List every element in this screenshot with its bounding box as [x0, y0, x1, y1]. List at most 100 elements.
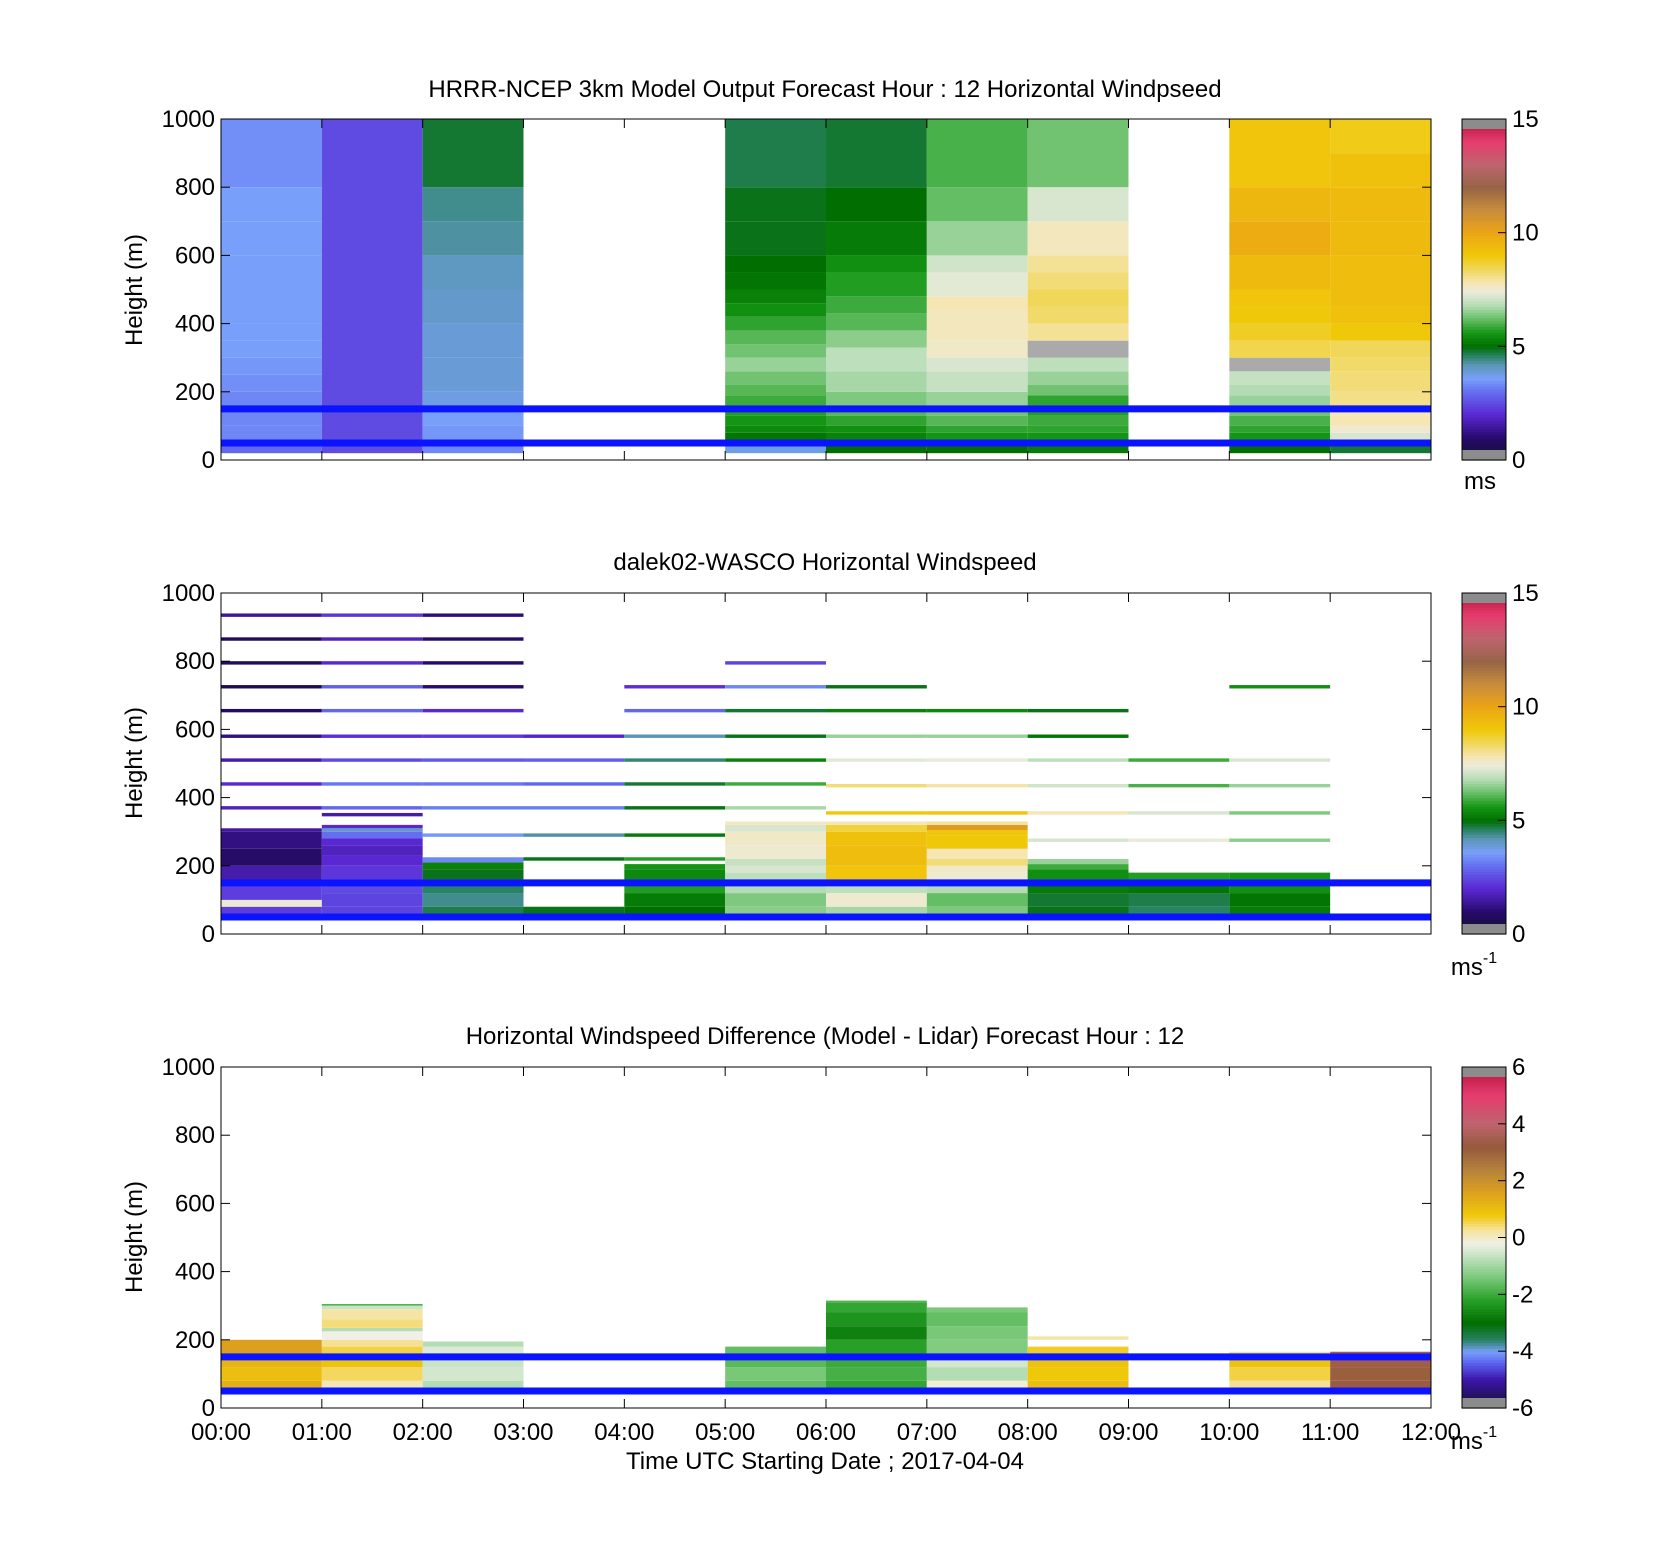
- heatmap-cell: [221, 187, 322, 222]
- colorbar-swatch: [1462, 1237, 1506, 1241]
- heatmap-cell: [1027, 858, 1129, 865]
- heatmap-cell: [725, 708, 826, 713]
- colorbar-swatch: [1462, 244, 1506, 248]
- panel-2-axes-frame: [220, 592, 1432, 935]
- heatmap-cell: [926, 323, 1028, 341]
- colorbar-swatch: [1462, 789, 1506, 793]
- heatmap-cell: [1027, 734, 1129, 738]
- colorbar-swatch: [1462, 363, 1506, 367]
- colorbar-swatch: [1462, 740, 1506, 745]
- panel-1-ylabel: Height (m): [121, 234, 148, 346]
- colorbar-swatch: [1462, 797, 1506, 802]
- panel-3-xlabel: Time UTC Starting Date ; 2017-04-04: [626, 1448, 1024, 1475]
- heatmap-cell: [1027, 357, 1129, 372]
- colorbar-swatch: [1462, 669, 1506, 674]
- colorbar-swatch: [1462, 695, 1506, 699]
- heatmap-cell: [826, 758, 927, 762]
- heatmap-cell: [826, 824, 927, 832]
- heatmap-cell: [926, 1339, 1028, 1354]
- colorbar-swatch: [1462, 232, 1506, 237]
- colorbar-swatch: [1462, 1268, 1506, 1273]
- colorbar-swatch: [1462, 1234, 1506, 1239]
- heatmap-cell: [321, 758, 423, 762]
- colorbar-swatch: [1462, 195, 1506, 200]
- heatmap-cell: [926, 858, 1028, 866]
- colorbar-swatch: [1462, 172, 1506, 177]
- colorbar-swatch: [1462, 1146, 1506, 1151]
- colorbar-swatch: [1462, 371, 1506, 376]
- heatmap-cell: [725, 865, 826, 873]
- colorbar-swatch: [1462, 678, 1506, 682]
- heatmap-cell: [422, 734, 524, 738]
- heatmap-cell: [926, 708, 1028, 713]
- colorbar-swatch: [1462, 632, 1506, 637]
- heatmap-cell: [221, 289, 322, 324]
- heatmap-cell: [826, 415, 927, 426]
- heatmap-cell: [826, 330, 927, 348]
- x-tick-label: 11:00: [1301, 1419, 1359, 1446]
- colorbar-swatch: [1462, 902, 1506, 907]
- heatmap-cell: [1027, 1346, 1129, 1354]
- colorbar-swatch: [1462, 252, 1506, 256]
- colorbar-swatch: [1462, 309, 1506, 313]
- heatmap-cell: [725, 432, 826, 440]
- colorbar-swatch: [1462, 729, 1506, 733]
- colorbar-swatch: [1462, 1189, 1506, 1193]
- colorbar-swatch: [1462, 1263, 1506, 1267]
- heatmap-cell: [826, 1367, 927, 1381]
- x-tick-label: 03:00: [493, 1419, 553, 1446]
- heatmap-cell: [1027, 221, 1129, 256]
- colorbar-swatch: [1462, 899, 1506, 904]
- colorbar-swatch: [1462, 823, 1506, 827]
- colorbar-frame: [1461, 118, 1507, 461]
- colorbar-swatch: [1462, 391, 1506, 396]
- colorbar-swatch: [1462, 1220, 1506, 1224]
- colorbar-swatch: [1462, 698, 1506, 702]
- colorbar-swatch: [1462, 275, 1506, 279]
- panel-2-ylabel: Height (m): [121, 707, 148, 819]
- colorbar-swatch: [1462, 337, 1506, 342]
- colorbar-swatch: [1462, 1135, 1506, 1139]
- heatmap-cell: [221, 637, 322, 641]
- heatmap-cell: [624, 806, 726, 810]
- heatmap-cell: [1330, 153, 1431, 188]
- colorbar-swatch: [1462, 136, 1506, 140]
- colorbar-swatch: [1462, 332, 1506, 336]
- heatmap-cell: [1027, 340, 1129, 358]
- heatmap-cell: [321, 845, 423, 856]
- colorbar-swatch: [1462, 289, 1506, 293]
- heatmap-cell: [422, 637, 524, 641]
- colorbar-swatch: [1462, 1166, 1506, 1170]
- colorbar-swatch: [1462, 791, 1506, 796]
- colorbar-swatch: [1462, 706, 1506, 711]
- heatmap-cell: [1229, 221, 1331, 256]
- heatmap-cell: [422, 613, 524, 617]
- heatmap-cell: [826, 886, 927, 894]
- colorbar-swatch: [1462, 147, 1506, 151]
- heatmap-cell: [926, 357, 1028, 372]
- colorbar-swatch: [1462, 646, 1506, 651]
- colorbar-swatch: [1462, 241, 1506, 245]
- colorbar-swatch: [1462, 1186, 1506, 1190]
- colorbar-swatch: [1462, 1254, 1506, 1258]
- colorbar-swatch: [1462, 1246, 1506, 1250]
- colorbar-swatch: [1462, 720, 1506, 725]
- colorbar-swatch: [1462, 814, 1506, 819]
- colorbar-swatch: [1462, 153, 1506, 157]
- colorbar-swatch: [1462, 843, 1506, 847]
- heatmap-cell: [725, 289, 826, 304]
- colorbar-tick-label: 0: [1512, 447, 1525, 474]
- colorbar-tick-label: -6: [1512, 1395, 1533, 1422]
- heatmap-cell: [221, 391, 322, 409]
- x-tick-label: 06:00: [796, 1419, 856, 1446]
- colorbar-swatch: [1462, 1388, 1506, 1392]
- colorbar-swatch: [1462, 1132, 1506, 1136]
- heatmap-cell: [926, 415, 1028, 426]
- colorbar-swatch: [1462, 743, 1506, 748]
- heatmap-cell: [926, 872, 1028, 880]
- colorbar-swatch: [1462, 1314, 1506, 1318]
- colorbar-frame: [1461, 592, 1507, 935]
- heatmap-cell: [926, 835, 1028, 849]
- heatmap-cell: [1027, 272, 1129, 290]
- colorbar-swatch: [1462, 388, 1506, 393]
